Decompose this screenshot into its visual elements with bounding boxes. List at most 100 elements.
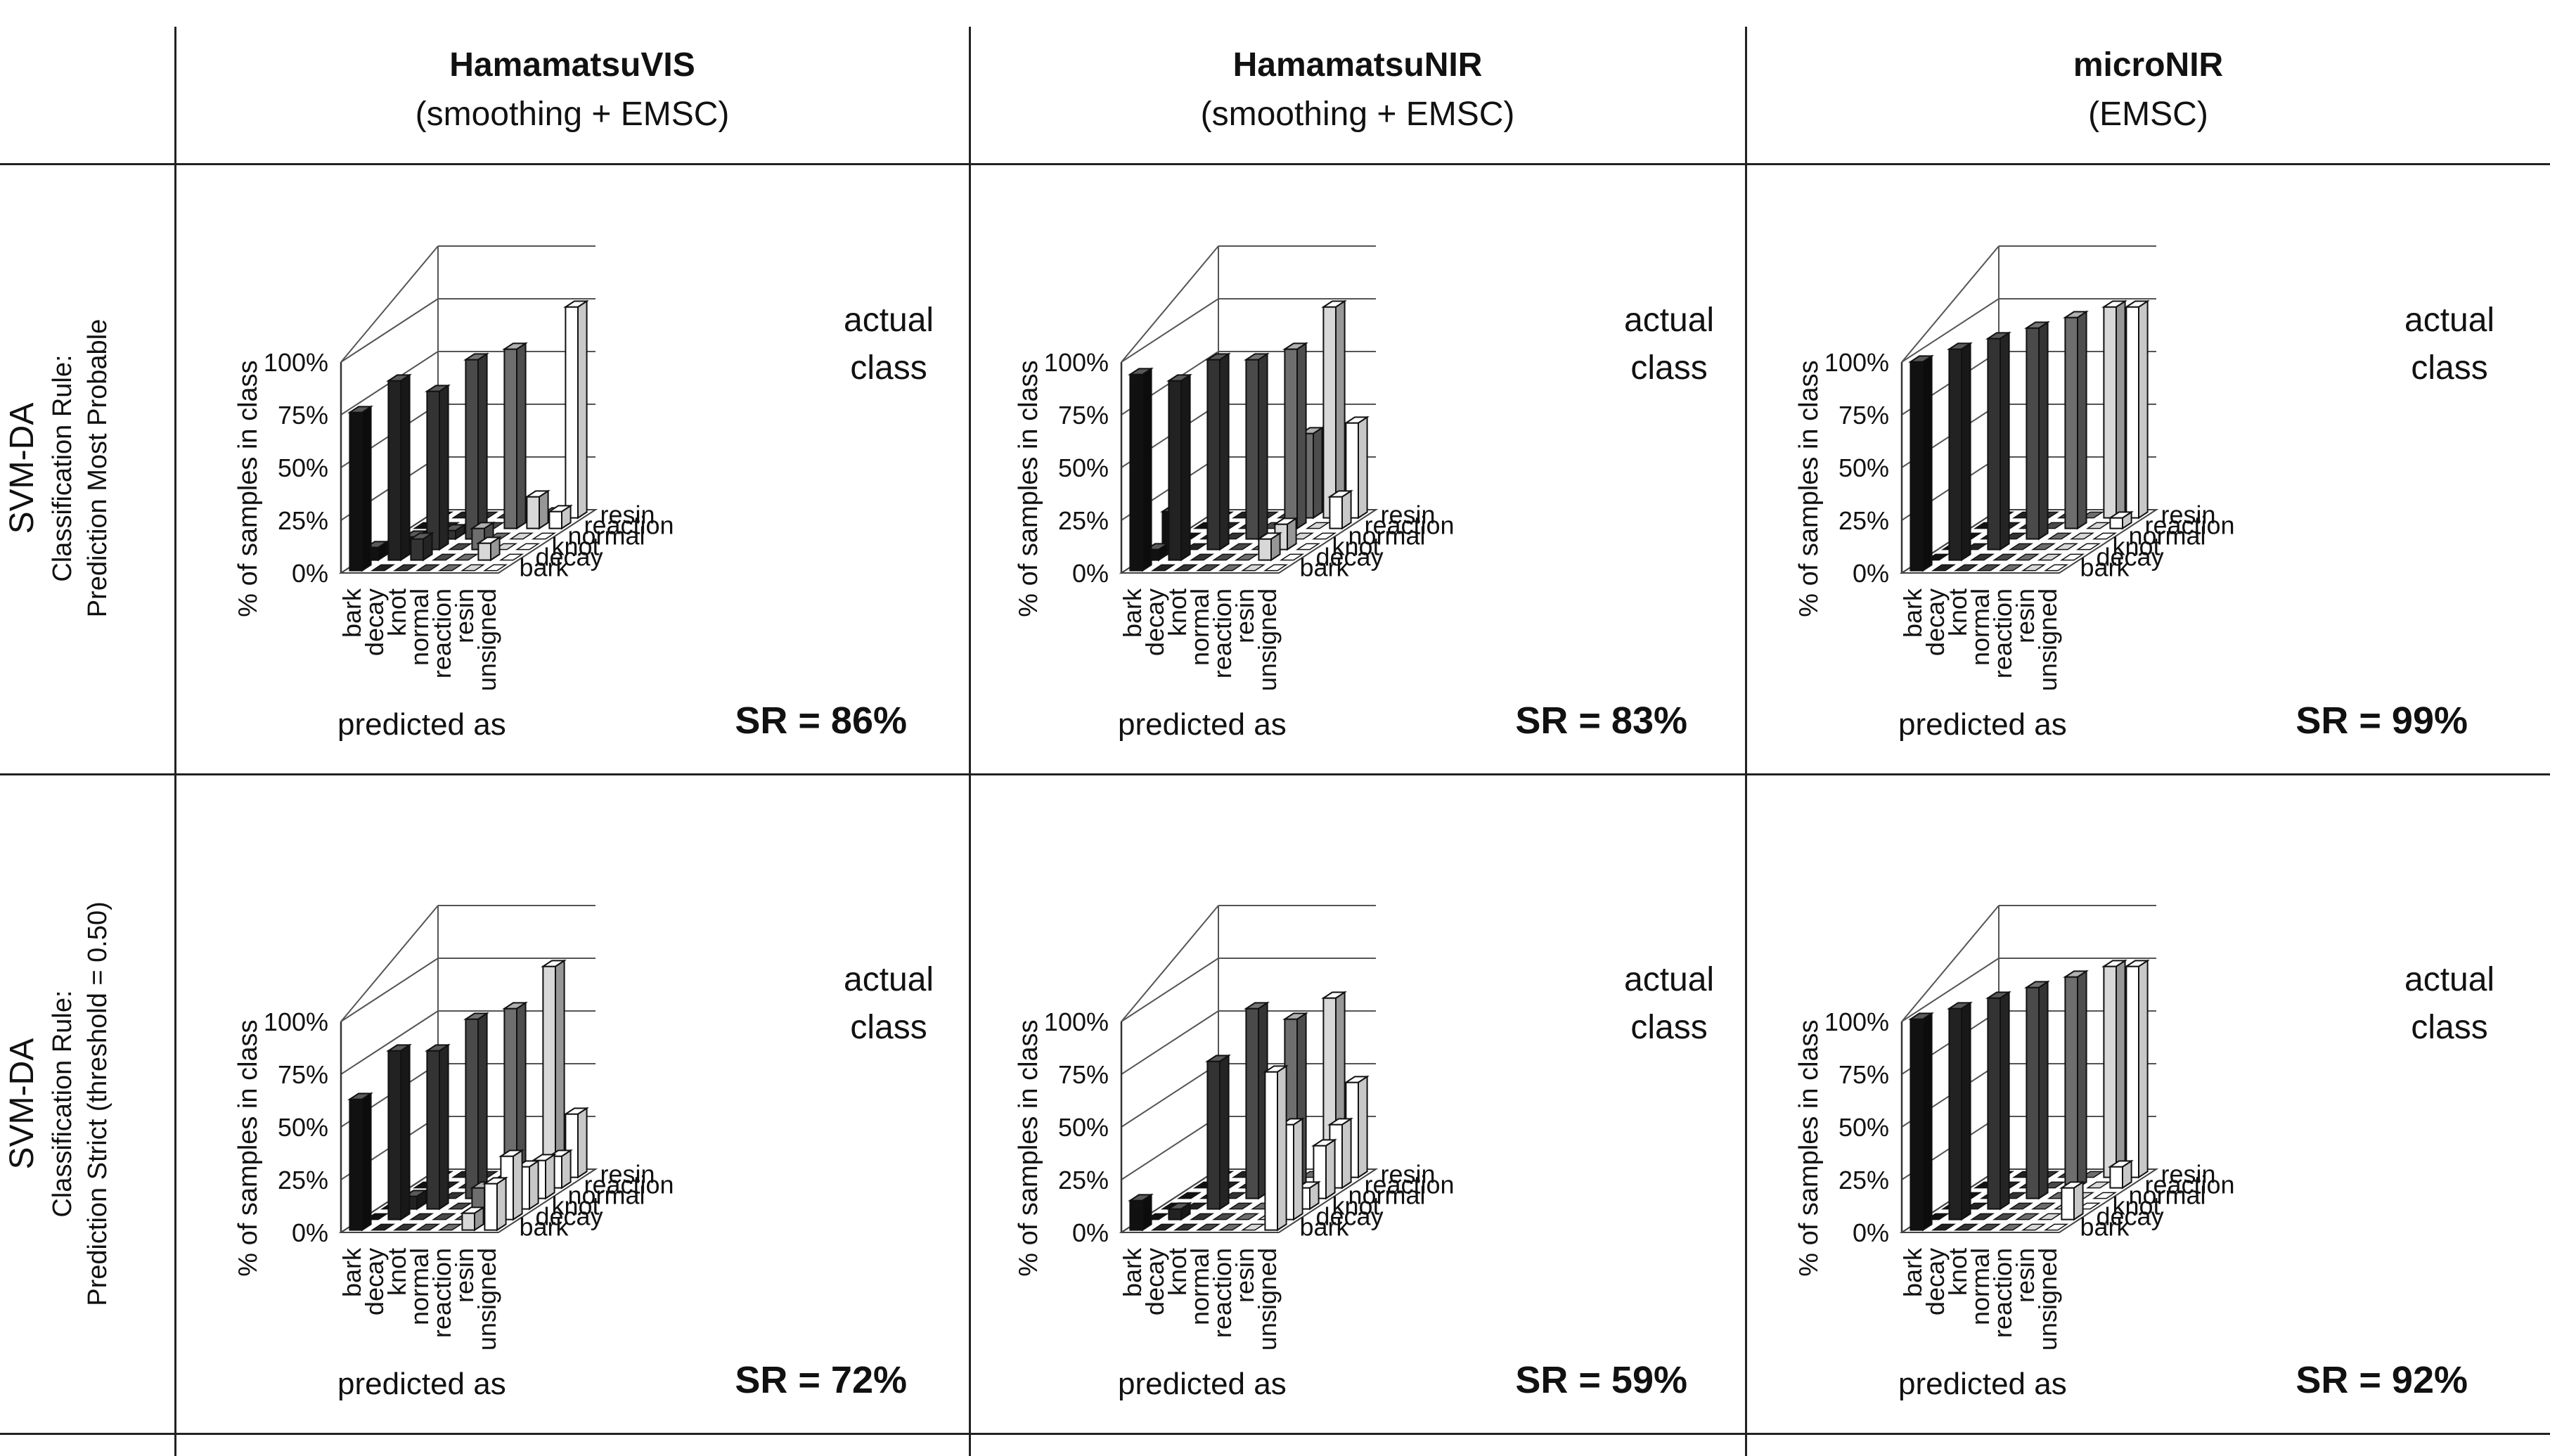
y-tick-label: normal [1348,1181,1426,1210]
bar-top-face [1282,342,1308,350]
bar-zero-tile [447,1202,473,1210]
bar [1244,1001,1270,1200]
chart-panel: 0% 25% 50% 75% 100%% of samples in class bark… [190,807,935,1426]
bar [1976,1223,2002,1231]
bar [502,1001,528,1190]
y-tick-label: normal [568,1181,645,1210]
y-axis-title-line2: class [850,349,927,387]
bar-zero-tile [1189,1213,1215,1220]
chart-panel: 0% 25% 50% 75% 100%% of samples in class bark… [1751,148,2496,766]
bar-top-face [2024,321,2050,329]
bar-zero-tile [1150,1223,1176,1231]
bar-zero-tile [1150,564,1176,572]
bar-side-face [477,352,488,541]
bar [1195,1223,1221,1231]
bar [2124,959,2150,1179]
bar-top-face [482,1177,508,1185]
bar [437,564,463,572]
bar-side-face [2138,959,2149,1179]
bar-top-face [1273,517,1299,525]
bar-front-face [410,538,424,561]
column-header-name: HamamatsuNIR [1232,46,1483,84]
chart-svg: 0% 25% 50% 75% 100%% of samples in class bark… [1794,245,2235,691]
z-tick-label: 25% [1058,1166,1109,1194]
bar-top-face [524,490,550,498]
bar [1263,564,1289,572]
bar [2059,553,2085,561]
bar-zero-tile [2085,1181,2111,1189]
bar-top-face [463,1012,489,1020]
x-tick-label: normal [405,1248,434,1325]
bar [1998,564,2024,572]
bar-side-face [361,1092,372,1232]
bar-zero-tile [1992,1213,2018,1220]
bar [447,1202,473,1210]
bar-front-face [471,1187,485,1210]
bar-side-face [1293,1117,1303,1221]
x-tick-label: unsigned [2033,588,2062,691]
bar-top-face [476,536,502,544]
bar-front-face [503,348,517,529]
z-tick-label: 50% [1839,1113,1889,1142]
x-tick-label: bark [1898,588,1927,638]
bar-zero-tile [408,1213,434,1220]
bar [415,564,441,572]
z-tick-label: 100% [1044,1007,1109,1036]
bar [408,1213,434,1220]
bar-top-face [2063,970,2089,978]
bar-side-face [2000,991,2010,1211]
z-tick-label: 75% [1839,401,1889,430]
x-tick-label: unsigned [1253,588,1282,691]
bar [2092,532,2118,540]
bar-side-face [2077,969,2087,1190]
bar [531,532,557,540]
bar-top-face [1321,991,1347,999]
x-tick-label: normal [1966,1248,1995,1325]
z-tick-label: 100% [1824,1007,1889,1036]
y-tick-label: decay [2097,543,2164,572]
x-tick-label: normal [405,588,434,666]
bar-zero-tile [1295,543,1321,550]
bar [2021,564,2047,572]
bar [386,1043,412,1221]
y-tick-label: knot [2113,532,2161,561]
x-axis-title: predicted as [1118,707,1287,742]
bar [1205,1054,1231,1211]
x-tick-label: unsigned [1253,1248,1282,1351]
bar-zero-tile [515,543,541,550]
side-wall-gridline [340,1010,439,1075]
y-axis-title: actual class [2404,297,2494,392]
bar [515,543,541,550]
z-axis-title: % of samples in class [233,1019,263,1276]
y-tick-label: bark [1300,1213,1350,1242]
success-rate: SR = 99% [2295,700,2468,742]
y-tick-label: reaction [2145,511,2235,540]
x-tick-label: normal [1185,588,1214,666]
bar-zero-tile [1228,543,1254,550]
bar-zero-tile [2047,532,2073,540]
bar-zero-tile [1931,564,1957,572]
bar-front-face [526,496,540,529]
bar [2030,543,2056,550]
bar-front-face [1264,1071,1278,1231]
y-axis-title: actual class [1624,297,1714,392]
bar [2085,1181,2111,1189]
y-tick-label: bark [2080,1213,2130,1242]
bar-front-face [2109,517,2123,529]
x-tick-label: reaction [1208,588,1237,678]
bar-zero-tile [1189,553,1215,561]
bar-side-face [400,1043,411,1221]
bar-side-face [439,1043,449,1211]
bar-side-face [1961,342,1971,562]
bar-top-face [2108,1160,2134,1168]
bar [1128,367,1154,572]
bar-zero-tile [2030,1202,2056,1210]
y-axis-title-line1: actual [844,961,934,998]
bar-zero-tile [2059,553,2085,561]
y-tick-label: bark [1300,553,1350,582]
x-tick-label: resin [2011,1248,2040,1303]
success-rate: SR = 86% [735,700,907,742]
bar [392,1223,418,1231]
bar-front-face [1284,348,1298,529]
bar [415,1223,441,1231]
